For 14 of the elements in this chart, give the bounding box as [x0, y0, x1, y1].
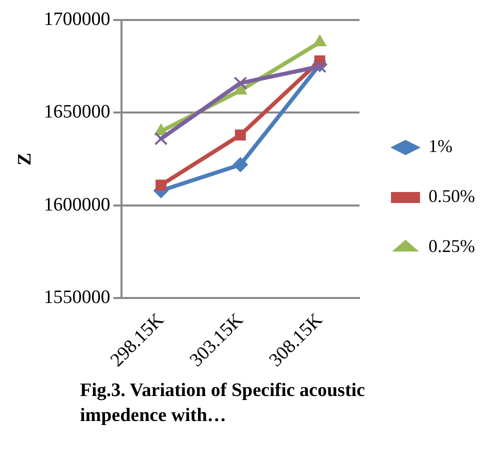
y-axis-title: Z [14, 152, 36, 166]
point [154, 132, 168, 146]
y-tick-label: 1550000 [44, 287, 110, 308]
y-tick-label: 1600000 [44, 194, 110, 216]
legend-label: 0.50% [428, 186, 475, 206]
point [156, 180, 166, 191]
point [234, 76, 248, 90]
legend-label: 1% [428, 136, 452, 156]
y-tick-label: 1700000 [44, 8, 110, 30]
point [234, 130, 246, 140]
caption: Fig.3. Variation of Specific acoustic impedence with… [80, 379, 366, 428]
y-tick-label: 1650000 [44, 102, 110, 123]
legend-label: 0.25% [428, 236, 475, 256]
point [232, 157, 248, 172]
